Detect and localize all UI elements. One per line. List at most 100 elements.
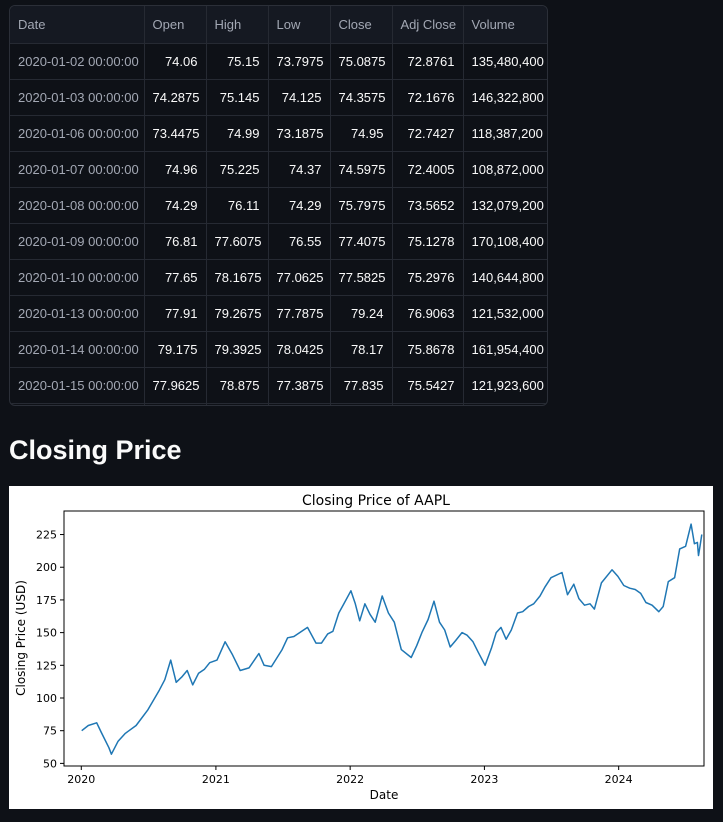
x-tick-label: 2023 <box>470 773 498 786</box>
table-header-row: Date Open High Low Close Adj Close Volum… <box>10 6 547 44</box>
table-cell[interactable]: 75.1278 <box>392 223 464 260</box>
table-cell[interactable]: 118,387,200 <box>463 115 547 152</box>
table-cell[interactable]: 2020-01-06 00:00:00 <box>10 115 145 152</box>
column-header-adj-close[interactable]: Adj Close <box>392 6 464 44</box>
table-cell[interactable]: 2020-01-14 00:00:00 <box>10 331 145 368</box>
table-cell[interactable]: 75.2976 <box>392 259 464 296</box>
table-cell[interactable]: 72.7427 <box>392 115 464 152</box>
table-row: 2020-01-03 00:00:00 74.2875 75.145 74.125 74… <box>10 79 547 116</box>
column-header-low[interactable]: Low <box>268 6 331 44</box>
table-cell[interactable]: 79.3925 <box>206 331 269 368</box>
table-cell[interactable]: 74.3575 <box>330 79 393 116</box>
table-cell[interactable]: 75.5427 <box>392 367 464 404</box>
table-row: 2020-01-14 00:00:00 79.175 79.3925 78.0425 7… <box>10 331 547 368</box>
table-cell[interactable]: 78.875 <box>206 367 269 404</box>
table-cell <box>206 403 269 405</box>
stock-data-table[interactable]: Date Open High Low Close Adj Close Volum… <box>9 5 548 406</box>
table-cell[interactable]: 75.15 <box>206 43 269 80</box>
table-cell[interactable]: 73.7975 <box>268 43 331 80</box>
y-tick-label: 200 <box>36 561 57 574</box>
table-cell[interactable]: 77.91 <box>144 295 207 332</box>
table-cell[interactable]: 74.125 <box>268 79 331 116</box>
table-cell[interactable]: 77.7875 <box>268 295 331 332</box>
table-cell[interactable]: 74.95 <box>330 115 393 152</box>
y-tick-label: 125 <box>36 659 57 672</box>
column-header-high[interactable]: High <box>206 6 269 44</box>
table-cell[interactable]: 2020-01-03 00:00:00 <box>10 79 145 116</box>
table-cell[interactable]: 121,532,000 <box>463 295 547 332</box>
table-cell[interactable]: 77.9625 <box>144 367 207 404</box>
table-cell[interactable]: 72.4005 <box>392 151 464 188</box>
table-cell[interactable]: 75.225 <box>206 151 269 188</box>
closing-price-line <box>81 523 703 755</box>
table-cell[interactable]: 74.29 <box>144 187 207 224</box>
table-cell[interactable]: 74.37 <box>268 151 331 188</box>
y-axis-ticks: 50 75 100 125 150 175 200 225 <box>36 529 64 770</box>
table-cell[interactable]: 2020-01-13 00:00:00 <box>10 295 145 332</box>
table-cell[interactable]: 121,923,600 <box>463 367 547 404</box>
table-cell[interactable]: 132,079,200 <box>463 187 547 224</box>
table-cell[interactable]: 78.1675 <box>206 259 269 296</box>
table-cell[interactable]: 74.99 <box>206 115 269 152</box>
table-cell[interactable]: 140,644,800 <box>463 259 547 296</box>
table-cell[interactable]: 2020-01-02 00:00:00 <box>10 43 145 80</box>
table-cell[interactable]: 79.24 <box>330 295 393 332</box>
table-cell[interactable]: 77.835 <box>330 367 393 404</box>
table-cell <box>330 403 393 405</box>
table-cell[interactable]: 77.4075 <box>330 223 393 260</box>
table-cell[interactable]: 75.145 <box>206 79 269 116</box>
table-cell[interactable]: 77.5825 <box>330 259 393 296</box>
table-row: 2020-01-13 00:00:00 77.91 79.2675 77.7875 79… <box>10 295 547 332</box>
table-cell[interactable]: 2020-01-08 00:00:00 <box>10 187 145 224</box>
table-cell[interactable]: 72.1676 <box>392 79 464 116</box>
plot-area-frame <box>63 510 705 767</box>
table-cell[interactable]: 75.0875 <box>330 43 393 80</box>
table-cell[interactable]: 74.2875 <box>144 79 207 116</box>
section-title: Closing Price <box>9 435 182 465</box>
y-tick-label: 75 <box>43 725 57 738</box>
table-cell[interactable]: 77.0625 <box>268 259 331 296</box>
x-tick-label: 2021 <box>202 773 230 786</box>
table-cell[interactable]: 135,480,400 <box>463 43 547 80</box>
table-cell[interactable]: 76.11 <box>206 187 269 224</box>
table-cell[interactable]: 75.7975 <box>330 187 393 224</box>
x-tick-label: 2024 <box>605 773 633 786</box>
table-cell[interactable]: 77.65 <box>144 259 207 296</box>
table-cell[interactable]: 74.29 <box>268 187 331 224</box>
table-cell[interactable]: 77.3875 <box>268 367 331 404</box>
table-cell[interactable]: 75.8678 <box>392 331 464 368</box>
table-cell[interactable]: 76.81 <box>144 223 207 260</box>
table-cell[interactable]: 73.4475 <box>144 115 207 152</box>
table-cell[interactable]: 2020-01-07 00:00:00 <box>10 151 145 188</box>
table-cell[interactable]: 76.55 <box>268 223 331 260</box>
table-cell[interactable]: 73.1875 <box>268 115 331 152</box>
table-cell[interactable]: 2020-01-15 00:00:00 <box>10 367 145 404</box>
table-cell[interactable]: 73.5652 <box>392 187 464 224</box>
table-cell[interactable]: 170,108,400 <box>463 223 547 260</box>
table-cell[interactable]: 74.96 <box>144 151 207 188</box>
table-cell[interactable]: 76.9063 <box>392 295 464 332</box>
column-header-volume[interactable]: Volume <box>463 6 547 44</box>
table-row-partial <box>10 403 547 406</box>
column-header-close[interactable]: Close <box>330 6 393 44</box>
table-cell[interactable]: 108,872,000 <box>463 151 547 188</box>
table-cell[interactable]: 74.06 <box>144 43 207 80</box>
closing-price-chart[interactable]: Closing Price of AAPL Closing Price (USD… <box>9 486 713 809</box>
table-cell[interactable]: 2020-01-10 00:00:00 <box>10 259 145 296</box>
table-cell[interactable]: 78.17 <box>330 331 393 368</box>
table-cell[interactable]: 79.175 <box>144 331 207 368</box>
table-cell <box>463 404 547 406</box>
y-tick-label: 150 <box>36 627 57 640</box>
table-cell[interactable]: 146,322,800 <box>463 79 547 116</box>
table-cell[interactable]: 74.5975 <box>330 151 393 188</box>
table-cell[interactable]: 2020-01-09 00:00:00 <box>10 223 145 260</box>
column-header-open[interactable]: Open <box>144 6 207 44</box>
table-cell[interactable]: 77.6075 <box>206 223 269 260</box>
table-cell[interactable]: 161,954,400 <box>463 331 547 368</box>
column-header-date[interactable]: Date <box>10 6 145 44</box>
table-row: 2020-01-02 00:00:00 74.06 75.15 73.7975 75.0… <box>10 43 547 80</box>
table-cell[interactable]: 72.8761 <box>392 43 464 80</box>
table-cell[interactable]: 79.2675 <box>206 295 269 332</box>
x-axis-ticks: 2020 2021 2022 2023 2024 <box>67 766 633 786</box>
table-cell[interactable]: 78.0425 <box>268 331 331 368</box>
